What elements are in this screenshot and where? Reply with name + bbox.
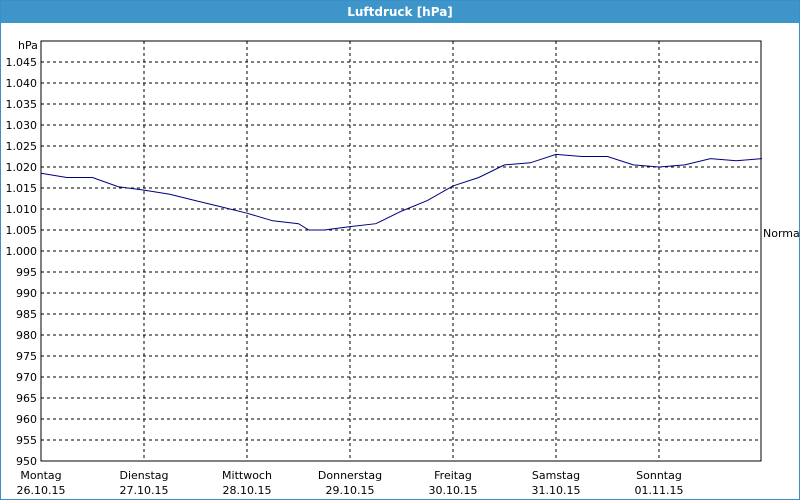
y-tick-label: 1.025 (6, 140, 38, 153)
y-tick-label: 960 (16, 413, 37, 426)
y-tick-label: 985 (16, 308, 37, 321)
x-tick-date: 26.10.15 (17, 484, 66, 497)
reference-label: Normal (763, 227, 800, 240)
x-tick-day: Donnerstag (318, 469, 382, 482)
x-tick-date: 30.10.15 (429, 484, 478, 497)
x-tick-date: 31.10.15 (532, 484, 581, 497)
x-tick-day: Mittwoch (222, 469, 272, 482)
y-axis-tick-labels: 950 955 960 965 970 975 980 985 990 995 1.000 1.005… (6, 56, 38, 468)
y-tick-label: 980 (16, 329, 37, 342)
y-tick-label: 1.020 (6, 161, 38, 174)
chart-title: Luftdruck [hPa] (1, 1, 799, 23)
y-tick-label: 1.005 (6, 224, 38, 237)
x-tick-day: Montag (20, 469, 61, 482)
x-tick-date: 27.10.15 (120, 484, 169, 497)
y-tick-label: 1.030 (6, 119, 38, 132)
y-tick-label: 990 (16, 287, 37, 300)
x-tick-day: Sonntag (636, 469, 682, 482)
x-tick-day: Samstag (532, 469, 580, 482)
y-tick-label: 1.045 (6, 56, 38, 69)
y-tick-label: 1.010 (6, 203, 38, 216)
horizontal-gridlines (41, 61, 761, 441)
y-tick-label: 955 (16, 434, 37, 447)
y-axis-unit-label: hPa (18, 39, 38, 52)
y-tick-label: 1.040 (6, 77, 38, 90)
vertical-gridlines (143, 41, 660, 461)
y-tick-label: 950 (16, 455, 37, 468)
y-tick-label: 975 (16, 350, 37, 363)
x-tick-day: Dienstag (119, 469, 168, 482)
x-tick-date: 29.10.15 (326, 484, 375, 497)
x-axis-tick-labels: Montag 26.10.15 Dienstag 27.10.15 Mittwoch 28… (17, 469, 684, 497)
y-tick-label: 1.035 (6, 98, 38, 111)
series-group (40, 153, 763, 231)
y-tick-label: 965 (16, 392, 37, 405)
y-tick-label: 1.000 (6, 245, 38, 258)
x-tick-date: 28.10.15 (223, 484, 272, 497)
y-tick-label: 995 (16, 266, 37, 279)
y-tick-label: 970 (16, 371, 37, 384)
x-tick-date: 01.11.15 (635, 484, 684, 497)
y-tick-label: 1.015 (6, 182, 38, 195)
pressure-series-line (40, 153, 763, 231)
x-tick-day: Freitag (434, 469, 472, 482)
